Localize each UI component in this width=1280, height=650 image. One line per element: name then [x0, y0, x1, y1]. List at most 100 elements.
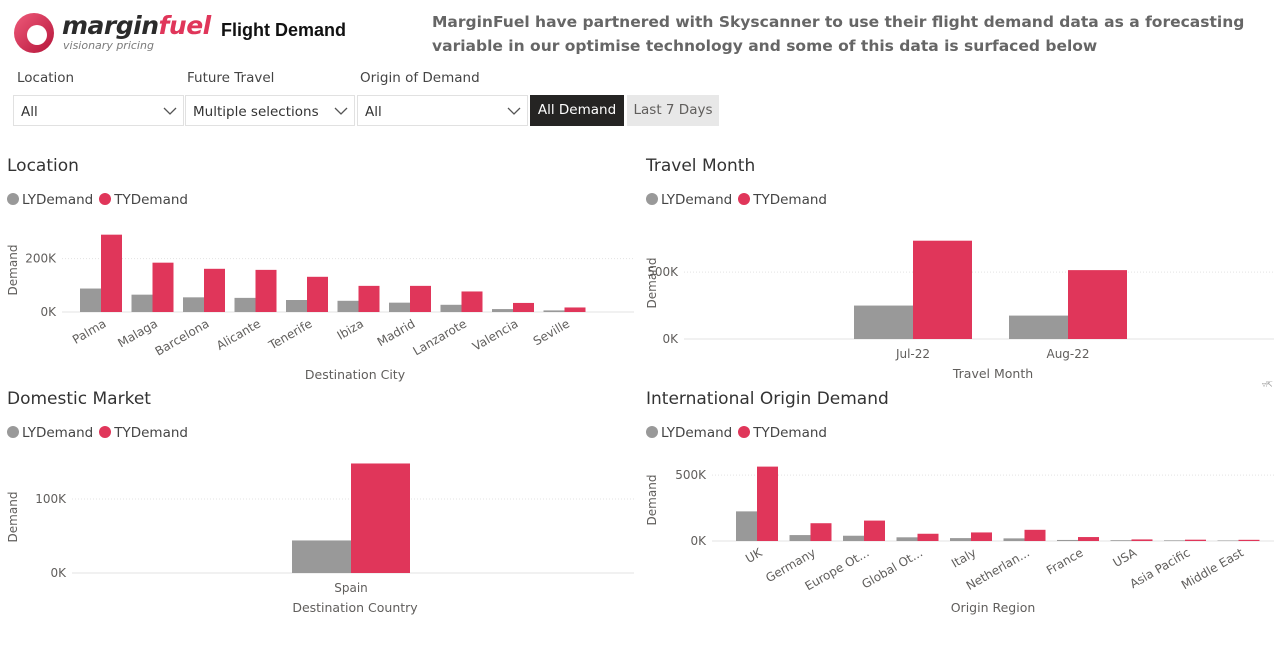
location-bar-ty [152, 262, 174, 312]
international-origin-bar-ly [1003, 538, 1025, 541]
travel-month-bar-ty [913, 240, 972, 339]
location-bar-ty [204, 268, 225, 312]
international-origin-bar-ly [896, 537, 918, 541]
domestic-market-ytick-label: 100K [35, 492, 67, 506]
location-xtick-label: Madrid [375, 316, 418, 349]
travel-month-xtick-label: Jul-22 [895, 347, 930, 361]
legend-item-ly[interactable]: LYDemand [7, 192, 93, 208]
travel-month-bar-ly [854, 305, 913, 339]
location-bar-ty [410, 285, 431, 312]
location-dropdown-value: All [21, 104, 38, 120]
origin-slicer-label: Origin of Demand [360, 70, 480, 86]
location-ylabel: Demand [6, 245, 20, 296]
chevron-down-icon [334, 107, 348, 115]
location-slicer-label: Location [17, 70, 75, 86]
international-origin-bar-ty [1078, 537, 1099, 541]
future-travel-dropdown[interactable]: Multiple selections [185, 95, 355, 126]
domestic-market-chart-title: Domestic Market [7, 389, 151, 409]
ty-dot-icon [99, 193, 112, 205]
location-xtick-label: Ibiza [335, 316, 366, 342]
location-xtick-label: Palma [70, 316, 109, 346]
legend-ly-label: LYDemand [22, 425, 94, 441]
visual-filter-icon[interactable]: ▿⇱ [1262, 380, 1273, 389]
location-bar-ly [389, 302, 410, 312]
legend-item-ty[interactable]: TYDemand [99, 425, 188, 441]
location-bar-ly [492, 309, 513, 312]
international-origin-ylabel: Demand [645, 475, 659, 526]
international-origin-bar-ty [1185, 539, 1206, 541]
logo-tagline: visionary pricing [63, 39, 154, 52]
legend-item-ty[interactable]: TYDemand [738, 425, 827, 441]
legend-ly-label: LYDemand [661, 425, 733, 441]
international-origin-bar-ly [1217, 540, 1239, 541]
travel-month-ytick-label: 500K [647, 265, 679, 279]
chevron-down-icon [163, 107, 177, 115]
all-demand-button[interactable]: All Demand [530, 95, 624, 126]
international-origin-xtick-label: Italy [949, 545, 979, 570]
legend-item-ty[interactable]: TYDemand [738, 192, 827, 208]
location-bar-ty [513, 302, 534, 312]
international-origin-xtick-label: UK [743, 545, 765, 566]
intro-text: MarginFuel have partnered with Skyscanne… [432, 13, 1245, 55]
ty-dot-icon [738, 193, 751, 205]
last-7-days-button[interactable]: Last 7 Days [627, 95, 719, 126]
location-xtick-label: Valencia [470, 316, 521, 353]
logo-word-fuel: fuel [158, 11, 212, 40]
future-travel-slicer-label: Future Travel [187, 70, 275, 86]
international-origin-bar-ly [843, 535, 864, 541]
location-bar-ly [80, 288, 101, 312]
location-bar-ly [440, 304, 462, 312]
ly-dot-icon [646, 426, 658, 438]
logo-wordmark: marginfuel [62, 12, 211, 40]
international-origin-bar-ly [1164, 540, 1185, 541]
location-bar-ty [255, 269, 277, 312]
legend-item-ly[interactable]: LYDemand [646, 425, 732, 441]
location-bar-ty [461, 291, 483, 312]
travel-month-xtick-label: Aug-22 [1046, 347, 1089, 361]
location-xtick-label: Tenerife [265, 316, 314, 352]
logo-word-margin: margin [62, 11, 159, 40]
international-origin-bar-ty [810, 523, 832, 541]
international-origin-bar-ly [1110, 540, 1132, 541]
origin-dropdown-value: All [365, 104, 382, 120]
international-origin-bar-ty [971, 532, 992, 541]
international-origin-chart-title: International Origin Demand [646, 389, 889, 409]
chevron-down-icon [507, 107, 521, 115]
future-travel-dropdown-value: Multiple selections [193, 104, 319, 120]
origin-dropdown[interactable]: All [357, 95, 528, 126]
legend-ty-label: TYDemand [114, 192, 188, 208]
travel-month-legend: LYDemand TYDemand [646, 192, 833, 210]
location-bar-ty [358, 285, 380, 312]
travel-month-xlabel: Travel Month [952, 366, 1033, 381]
international-origin-xtick-label: Global Ot... [859, 545, 925, 591]
legend-ly-label: LYDemand [22, 192, 94, 208]
legend-item-ty[interactable]: TYDemand [99, 192, 188, 208]
international-origin-xlabel: Origin Region [951, 600, 1036, 615]
domestic-market-bar-ly [292, 540, 351, 573]
travel-month-ylabel: Demand [645, 258, 659, 309]
international-origin-bar-ly [1057, 539, 1078, 541]
ty-dot-icon [738, 426, 751, 438]
legend-ty-label: TYDemand [753, 425, 827, 441]
location-xtick-label: Barcelona [153, 316, 212, 358]
legend-ty-label: TYDemand [114, 425, 188, 441]
travel-month-chart-title: Travel Month [646, 156, 756, 176]
domestic-market-legend: LYDemand TYDemand [7, 425, 194, 443]
legend-item-ly[interactable]: LYDemand [7, 425, 93, 441]
location-legend: LYDemand TYDemand [7, 192, 194, 210]
location-xtick-label: Seville [531, 316, 572, 348]
location-bar-ly [131, 294, 153, 312]
legend-ly-label: LYDemand [661, 192, 733, 208]
location-bar-ty [307, 276, 328, 312]
international-origin-bar-ty [1024, 529, 1046, 541]
location-ytick-label: 200K [25, 252, 57, 266]
ty-dot-icon [99, 426, 112, 438]
location-bar-ly [543, 310, 565, 312]
international-origin-legend: LYDemand TYDemand [646, 425, 833, 443]
location-dropdown[interactable]: All [13, 95, 184, 126]
location-bar-ly [286, 300, 307, 312]
international-origin-bar-ty [864, 520, 885, 541]
legend-ty-label: TYDemand [753, 192, 827, 208]
legend-item-ly[interactable]: LYDemand [646, 192, 732, 208]
